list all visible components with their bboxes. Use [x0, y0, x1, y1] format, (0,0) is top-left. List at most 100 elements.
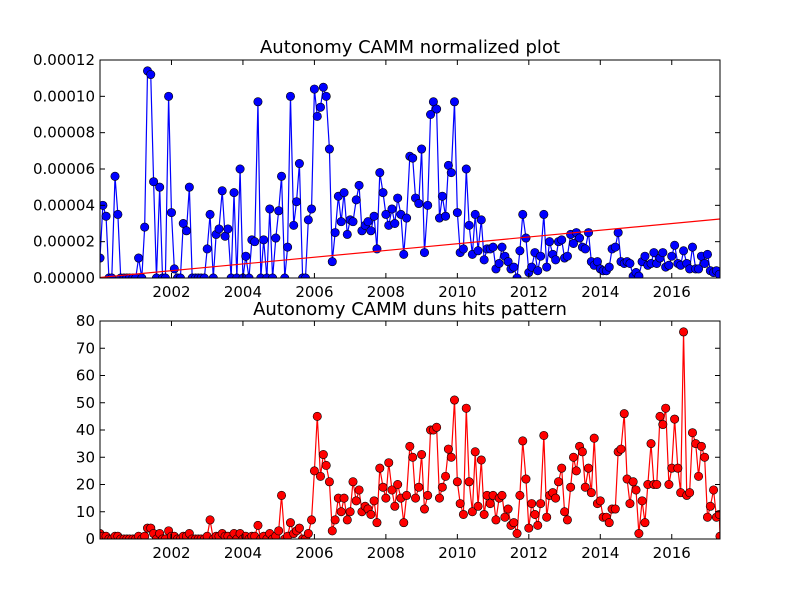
normalized-plot-data-point	[518, 209, 528, 219]
duns-hits-data-point	[411, 493, 421, 503]
duns-hits-data-point	[652, 479, 662, 489]
normalized-plot-data-point	[446, 168, 456, 178]
duns-hits-data-point	[366, 509, 376, 519]
duns-hits-data-point	[381, 493, 391, 503]
duns-hits-data-point	[679, 327, 689, 337]
duns-hits-data-point	[553, 477, 563, 487]
normalized-plot-x-tick-label: 2010	[438, 283, 476, 301]
normalized-plot-data-point	[515, 246, 525, 256]
normalized-plot-data-point	[113, 209, 123, 219]
normalized-plot-data-point	[476, 215, 486, 225]
normalized-plot-data-point	[327, 257, 337, 267]
normalized-plot-data-point	[408, 153, 418, 163]
duns-hits-data-point	[515, 490, 525, 500]
duns-hits-data-point	[390, 501, 400, 511]
normalized-plot-data-point	[640, 251, 650, 261]
normalized-plot-x-tick-label: 2002	[152, 283, 190, 301]
duns-hits-data-point	[631, 485, 641, 495]
duns-hits-data-point	[616, 444, 626, 454]
normalized-plot-data-point	[223, 224, 233, 234]
duns-hits-data-point	[661, 403, 671, 413]
duns-hits-x-tick-label: 2010	[438, 544, 476, 562]
duns-hits-y-tick-label: 50	[76, 394, 95, 412]
duns-hits-data-point	[571, 466, 581, 476]
normalized-plot-axes: Autonomy CAMM normalized plot 2002 2004 20…	[33, 37, 721, 301]
duns-hits-data-point	[461, 403, 471, 413]
normalized-plot-data-point	[664, 260, 674, 270]
duns-hits-data-point	[580, 482, 590, 492]
normalized-plot-data-point	[214, 224, 224, 234]
duns-hits-x-tick-label: 2002	[152, 544, 190, 562]
normalized-plot-data-point	[613, 228, 623, 238]
duns-hits-data-point	[485, 499, 495, 509]
duns-hits-data-point	[384, 458, 394, 468]
duns-hits-data-point	[455, 499, 465, 509]
normalized-plot-data-point	[634, 271, 644, 278]
normalized-plot-x-tick-label: 2012	[510, 283, 548, 301]
duns-hits-data-point	[521, 474, 531, 484]
normalized-plot-data-point	[414, 199, 424, 209]
duns-hits-data-point	[604, 518, 614, 528]
normalized-plot-data-point	[402, 213, 412, 223]
normalized-plot-data-point	[181, 226, 191, 236]
normalized-plot-data-point	[217, 186, 227, 196]
normalized-plot-x-tick-label: 2016	[653, 283, 691, 301]
duns-hits-data-point	[670, 414, 680, 424]
duns-hits-data-point	[321, 460, 331, 470]
normalized-plot-data-point	[583, 228, 593, 238]
normalized-plot-data-point	[557, 235, 567, 245]
normalized-plot-data-point	[307, 204, 317, 214]
normalized-plot-data-point	[303, 215, 313, 225]
normalized-plot-data-point	[110, 171, 120, 181]
duns-hits-data-point	[408, 452, 418, 462]
normalized-plot-data-point	[687, 242, 697, 252]
normalized-plot-data-point	[423, 200, 433, 210]
duns-hits-data-point	[414, 482, 424, 492]
normalized-plot-data-point	[351, 195, 361, 205]
duns-hits-data-point	[342, 515, 352, 525]
duns-hits-data-point	[327, 526, 337, 536]
duns-hits-data-point	[303, 529, 313, 539]
duns-hits-data-point	[443, 444, 453, 454]
normalized-plot-data-point	[381, 209, 391, 219]
duns-hits-data-point	[351, 496, 361, 506]
duns-hits-axes: Autonomy CAMM duns hits pattern 2002 2004…	[76, 299, 721, 562]
duns-hits-data-point	[312, 411, 322, 421]
normalized-plot-data-point	[449, 97, 459, 107]
duns-hits-title: Autonomy CAMM duns hits pattern	[253, 299, 567, 320]
duns-hits-data-point	[625, 499, 635, 509]
normalized-plot-data-point	[679, 246, 689, 256]
duns-hits-y-tick-label: 0	[85, 530, 95, 548]
normalized-plot-data-point	[714, 269, 720, 278]
duns-hits-data-point	[658, 420, 668, 430]
normalized-plot-data-point	[694, 264, 704, 274]
normalized-plot-data-point	[494, 258, 504, 268]
duns-hits-data-point	[437, 482, 447, 492]
normalized-plot-y-tick-label: 0.00004	[33, 196, 95, 214]
normalized-plot-data-point	[562, 251, 572, 261]
normalized-plot-data-point	[700, 258, 710, 268]
duns-hits-data-point	[640, 518, 650, 528]
duns-hits-data-point	[205, 515, 215, 525]
normalized-plot-data-point	[419, 248, 429, 258]
duns-hits-data-point	[533, 520, 543, 530]
normalized-plot-data-point	[658, 248, 668, 258]
normalized-plot-data-point	[312, 111, 322, 121]
duns-hits-y-tick-label: 30	[76, 448, 95, 466]
duns-hits-data-point	[500, 512, 510, 522]
normalized-plot-data-point	[149, 177, 159, 187]
duns-hits-data-point	[503, 504, 513, 514]
normalized-plot-trend-line	[100, 218, 720, 278]
duns-hits-data-point	[536, 499, 546, 509]
normalized-plot-data-point	[253, 97, 263, 107]
normalized-plot-data-point	[241, 251, 251, 261]
normalized-plot-data-point	[437, 191, 447, 201]
duns-hits-data-point	[434, 493, 444, 503]
duns-hits-data-point	[497, 490, 507, 500]
normalized-plot-data-point	[536, 251, 546, 261]
duns-hits-y-tick-label: 20	[76, 476, 95, 494]
normalized-plot-data-point	[387, 204, 397, 214]
duns-hits-data-point	[393, 479, 403, 489]
duns-hits-data-point	[285, 518, 295, 528]
